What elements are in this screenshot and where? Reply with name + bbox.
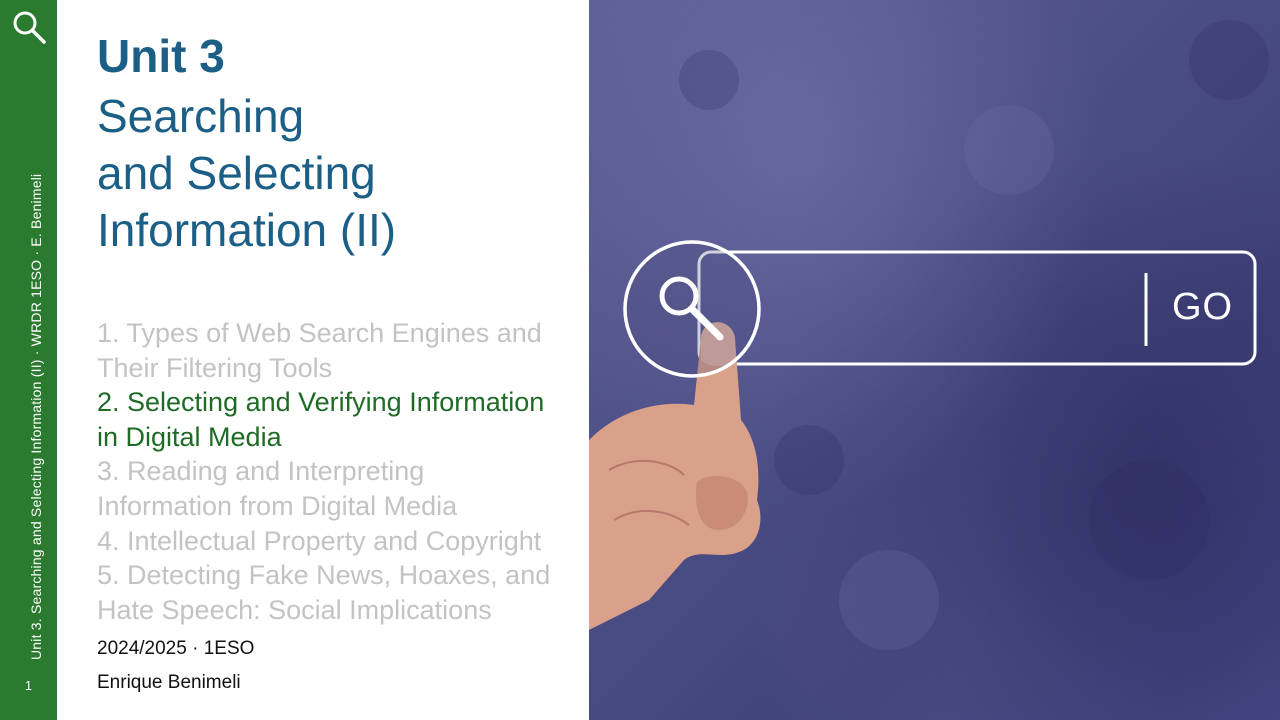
toc-item-line: in Digital Media [97,421,282,452]
toc-item-5: 5. Detecting Fake News, Hoaxes, and Hate… [97,558,587,627]
search-bar-outline [697,250,1257,366]
toc-item-line: Hate Speech: Social Implications [97,594,492,625]
sidebar: Unit 3. Searching and Selecting Informat… [0,0,57,720]
texture [679,20,1269,650]
toc-item-line: 4. Intellectual Property and Copyright [97,525,542,556]
left-panel: Unit 3 Searching and Selecting Informati… [57,0,589,720]
toc-item-line: 2. Selecting and Verifying Information [97,387,545,418]
photo-illustration [589,20,1269,650]
toc-item-line: Their Filtering Tools [97,352,333,383]
toc-item-line: Information from Digital Media [97,490,458,521]
toc-item-3: 3. Reading and Interpreting Information … [97,454,587,523]
magnifier-glass-icon [659,276,724,341]
go-button: GO [1172,286,1234,328]
table-of-contents: 1. Types of Web Search Engines and Their… [97,316,587,627]
toc-item-1: 1. Types of Web Search Engines and Their… [97,316,587,385]
toc-item-line: 1. Types of Web Search Engines and [97,318,542,348]
toc-item-2-active: 2. Selecting and Verifying Information i… [97,385,587,454]
search-icon [13,11,46,44]
toc-item-line: 5. Detecting Fake News, Hoaxes, and [97,560,551,591]
unit-title-line: and Selecting [97,147,376,199]
author-name: Enrique Benimeli [97,672,241,693]
cover-photo: GO [589,0,1280,720]
unit-title-line: Information (II) [97,204,397,256]
page-number: 1 [24,678,33,693]
sidebar-vertical-title: Unit 3. Searching and Selecting Informat… [28,173,44,660]
unit-title-line: Searching [97,90,305,142]
unit-label: Unit 3 [97,30,225,82]
toc-item-line: 3. Reading and Interpreting [97,456,425,487]
unit-title: Searching and Selecting Information (II) [97,88,577,259]
pointing-hand [589,322,761,630]
toc-item-4: 4. Intellectual Property and Copyright [97,524,587,559]
year-course: 2024/2025 · 1ESO [97,638,255,659]
